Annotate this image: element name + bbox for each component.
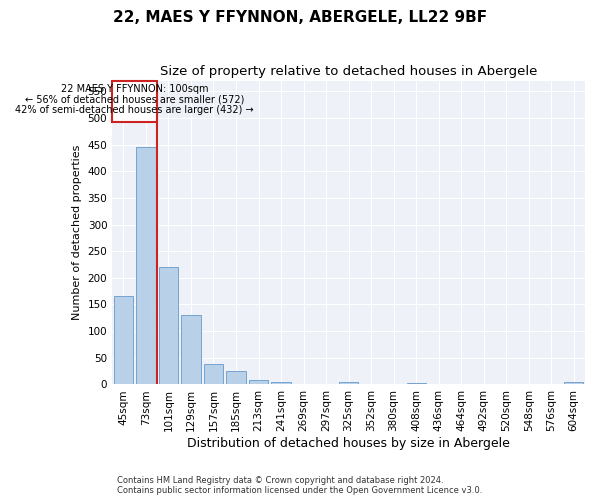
Bar [181, 315, 200, 384]
X-axis label: Distribution of detached houses by size in Abergele: Distribution of detached houses by size … [187, 437, 510, 450]
Bar [407, 383, 426, 384]
Text: 22 MAES Y FFYNNON: 100sqm: 22 MAES Y FFYNNON: 100sqm [61, 84, 208, 94]
Title: Size of property relative to detached houses in Abergele: Size of property relative to detached ho… [160, 65, 537, 78]
Bar [159, 267, 178, 384]
Bar [339, 382, 358, 384]
Bar [249, 380, 268, 384]
Bar [564, 382, 583, 384]
Y-axis label: Number of detached properties: Number of detached properties [72, 145, 82, 320]
Bar [204, 364, 223, 384]
Bar [271, 382, 290, 384]
Bar [226, 371, 245, 384]
Bar [136, 147, 155, 384]
Text: 42% of semi-detached houses are larger (432) →: 42% of semi-detached houses are larger (… [16, 106, 254, 116]
Text: ← 56% of detached houses are smaller (572): ← 56% of detached houses are smaller (57… [25, 94, 244, 104]
Bar [114, 296, 133, 384]
FancyBboxPatch shape [112, 80, 157, 122]
Text: Contains HM Land Registry data © Crown copyright and database right 2024.
Contai: Contains HM Land Registry data © Crown c… [118, 476, 482, 495]
Text: 22, MAES Y FFYNNON, ABERGELE, LL22 9BF: 22, MAES Y FFYNNON, ABERGELE, LL22 9BF [113, 10, 487, 25]
